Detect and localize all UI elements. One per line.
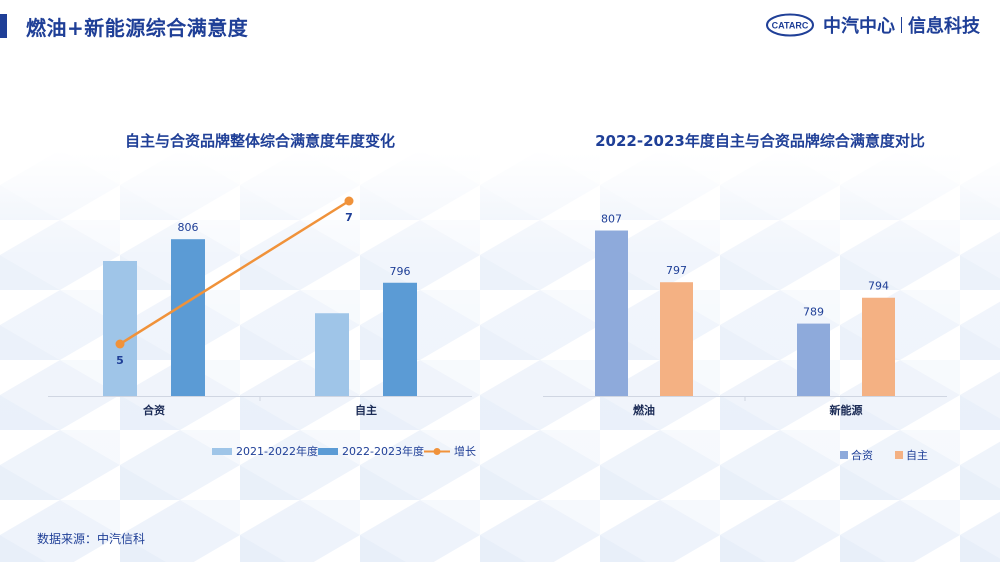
bar-joint-venture-1 <box>797 323 830 396</box>
brand-subtitle: 信息科技 <box>908 16 980 37</box>
bar-value-label: 794 <box>868 280 889 293</box>
growth-line <box>119 199 350 346</box>
brand-name: 中汽中心 <box>823 16 895 37</box>
bar-series-2021-0 <box>103 260 137 396</box>
bar-value-label: 789 <box>803 306 824 319</box>
legend-swatch-0 <box>212 448 232 455</box>
bar-joint-venture-0 <box>595 230 628 396</box>
bar-series-2021-1 <box>315 313 349 396</box>
source-note: 数据来源：中汽信科 <box>37 532 146 546</box>
catarc-logo: CATARC <box>766 13 814 37</box>
bar-series-2022-1 <box>383 282 417 396</box>
legend-line-marker <box>433 448 441 455</box>
bar-domestic-1 <box>862 297 895 396</box>
chart-left: 806 合资 796 自主 5 7 2021-2022年度 2022-2023年度 增长 <box>48 196 476 458</box>
growth-value-label: 7 <box>345 211 353 224</box>
x-tick-label: 自主 <box>355 403 377 417</box>
bar-value-label: 797 <box>666 264 687 277</box>
legend-label-1: 2022-2023年度 <box>342 444 424 458</box>
x-tick-label: 新能源 <box>830 403 863 417</box>
page-title: 燃油+新能源综合满意度 <box>26 16 249 40</box>
legend-swatch-0 <box>840 451 848 459</box>
legend-swatch-1 <box>318 448 338 455</box>
legend-label-0: 合资 <box>851 448 873 462</box>
background-pattern <box>0 150 1000 562</box>
brand-separator <box>901 17 902 33</box>
legend-swatch-1 <box>895 451 903 459</box>
legend-label-0: 2021-2022年度 <box>236 444 318 458</box>
bar-domestic-0 <box>660 282 693 396</box>
logo-text: CATARC <box>772 21 809 31</box>
legend-label-1: 自主 <box>906 449 928 462</box>
x-tick-label: 燃油 <box>632 403 655 417</box>
growth-point-1 <box>344 196 354 206</box>
bar-value-label: 807 <box>601 213 622 226</box>
x-tick-label: 合资 <box>143 403 165 417</box>
growth-point-0 <box>115 339 125 349</box>
growth-value-label: 5 <box>116 354 124 367</box>
title-accent-bar <box>0 14 7 38</box>
legend-label-growth: 增长 <box>454 444 476 458</box>
bar-value-label: 806 <box>178 221 199 234</box>
bar-value-label: 796 <box>390 265 411 278</box>
chart-title-left: 自主与合资品牌整体综合满意度年度变化 <box>124 132 395 150</box>
brand: CATARC 中汽中心 信息科技 <box>765 12 980 38</box>
bar-series-2022-0 <box>171 239 205 396</box>
chart-title-right: 2022-2023年度自主与合资品牌综合满意度对比 <box>595 132 925 150</box>
